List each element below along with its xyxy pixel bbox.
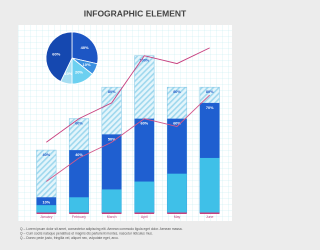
pie-slice	[45, 31, 73, 82]
value-label: 10%	[43, 200, 51, 204]
bar	[167, 173, 187, 213]
bar	[101, 189, 122, 213]
note: Q – Lorem ipsum dolor sit amet, consecte…	[20, 227, 183, 231]
value-label: 60%	[173, 122, 181, 126]
line	[46, 47, 210, 143]
value-label: 80%	[173, 90, 181, 94]
note: Q – Donec pede justo, fringilla vel, ali…	[20, 236, 119, 240]
category-marker	[167, 212, 187, 214]
chart-title: INFOGRAPHIC ELEMENT	[84, 8, 187, 18]
value-label: 40%	[75, 153, 83, 157]
bar	[199, 157, 220, 213]
note: Q – Cum sociis natoque penatibus et magn…	[20, 231, 153, 235]
pie-slice	[71, 31, 99, 65]
category-marker	[69, 212, 89, 214]
chart: INFOGRAPHIC ELEMENT 40% 60% 80% 100% 80% 80% 1…	[18, 8, 232, 240]
line	[46, 94, 210, 182]
bar	[69, 197, 89, 213]
category-marker	[199, 212, 220, 214]
x-tick-label: April	[141, 215, 148, 219]
bar	[134, 181, 155, 213]
category-marker	[36, 212, 57, 214]
bar	[36, 205, 57, 213]
category-marker	[134, 212, 155, 214]
value-label: 60%	[141, 122, 149, 126]
x-tick-label: March	[107, 215, 117, 219]
x-tick-label: June	[206, 215, 214, 219]
pie-label: 40%	[81, 45, 89, 50]
pie-label: 20%	[75, 70, 83, 75]
x-tick-label: February	[72, 215, 86, 219]
value-label: 50%	[108, 137, 116, 141]
category-marker	[101, 212, 122, 214]
value-label: 80%	[206, 90, 214, 94]
pie-label: 60%	[52, 51, 60, 56]
value-label: 100%	[139, 59, 149, 63]
value-label: 60%	[75, 122, 83, 126]
pie-label: 10%	[64, 71, 72, 76]
value-label: 40%	[43, 153, 51, 157]
page: {"chart_data": {"type": "bar", "title": …	[18, 8, 232, 240]
value-label: 80%	[108, 90, 116, 94]
pie-label: 10%	[83, 62, 91, 67]
x-tick-label: January	[40, 215, 53, 219]
x-tick-label: May	[174, 215, 181, 219]
value-label: 70%	[206, 106, 214, 110]
